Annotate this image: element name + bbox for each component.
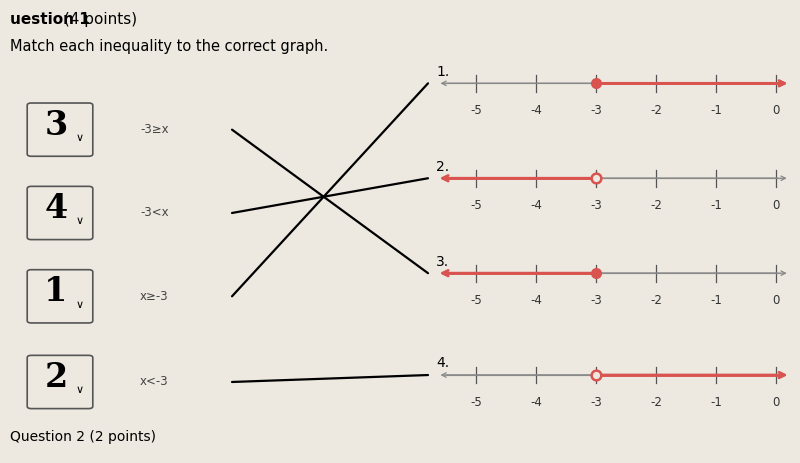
Text: -4: -4 xyxy=(530,396,542,409)
Text: x≥-3: x≥-3 xyxy=(140,290,169,303)
Text: -2: -2 xyxy=(650,104,662,117)
Text: -1: -1 xyxy=(710,396,722,409)
Text: ∨: ∨ xyxy=(75,300,83,310)
Text: 3.: 3. xyxy=(436,255,449,269)
Text: ∨: ∨ xyxy=(75,385,83,395)
Text: 1: 1 xyxy=(44,275,68,308)
Text: -5: -5 xyxy=(470,104,482,117)
Text: 0: 0 xyxy=(772,104,780,117)
Text: 3: 3 xyxy=(44,108,68,142)
Text: 0: 0 xyxy=(772,199,780,212)
Text: -5: -5 xyxy=(470,199,482,212)
FancyBboxPatch shape xyxy=(27,356,93,409)
Text: -3: -3 xyxy=(590,104,602,117)
Text: -5: -5 xyxy=(470,396,482,409)
Text: 2.: 2. xyxy=(436,160,449,174)
Text: 4.: 4. xyxy=(436,357,449,370)
Text: 0: 0 xyxy=(772,294,780,307)
Text: Question 2 (2 points): Question 2 (2 points) xyxy=(10,431,155,444)
Text: 1.: 1. xyxy=(436,65,450,79)
Text: (4 points): (4 points) xyxy=(58,12,137,26)
Text: -1: -1 xyxy=(710,199,722,212)
FancyBboxPatch shape xyxy=(27,103,93,156)
Text: ∨: ∨ xyxy=(75,216,83,226)
FancyBboxPatch shape xyxy=(27,186,93,240)
Text: Match each inequality to the correct graph.: Match each inequality to the correct gra… xyxy=(10,39,328,54)
Text: -1: -1 xyxy=(710,294,722,307)
Text: 2: 2 xyxy=(44,361,68,394)
Text: -2: -2 xyxy=(650,396,662,409)
Text: -4: -4 xyxy=(530,199,542,212)
Text: 0: 0 xyxy=(772,396,780,409)
Text: -3: -3 xyxy=(590,396,602,409)
Text: -4: -4 xyxy=(530,104,542,117)
Text: -4: -4 xyxy=(530,294,542,307)
Text: -1: -1 xyxy=(710,104,722,117)
Text: -2: -2 xyxy=(650,199,662,212)
Text: -3: -3 xyxy=(590,199,602,212)
Text: 4: 4 xyxy=(44,192,68,225)
Text: -2: -2 xyxy=(650,294,662,307)
FancyBboxPatch shape xyxy=(27,269,93,323)
Text: ∨: ∨ xyxy=(75,133,83,143)
Text: -5: -5 xyxy=(470,294,482,307)
Text: x<-3: x<-3 xyxy=(140,375,169,388)
Text: -3≥x: -3≥x xyxy=(140,123,169,136)
Text: uestion 1: uestion 1 xyxy=(10,12,90,26)
Text: -3<x: -3<x xyxy=(140,206,169,219)
Text: -3: -3 xyxy=(590,294,602,307)
